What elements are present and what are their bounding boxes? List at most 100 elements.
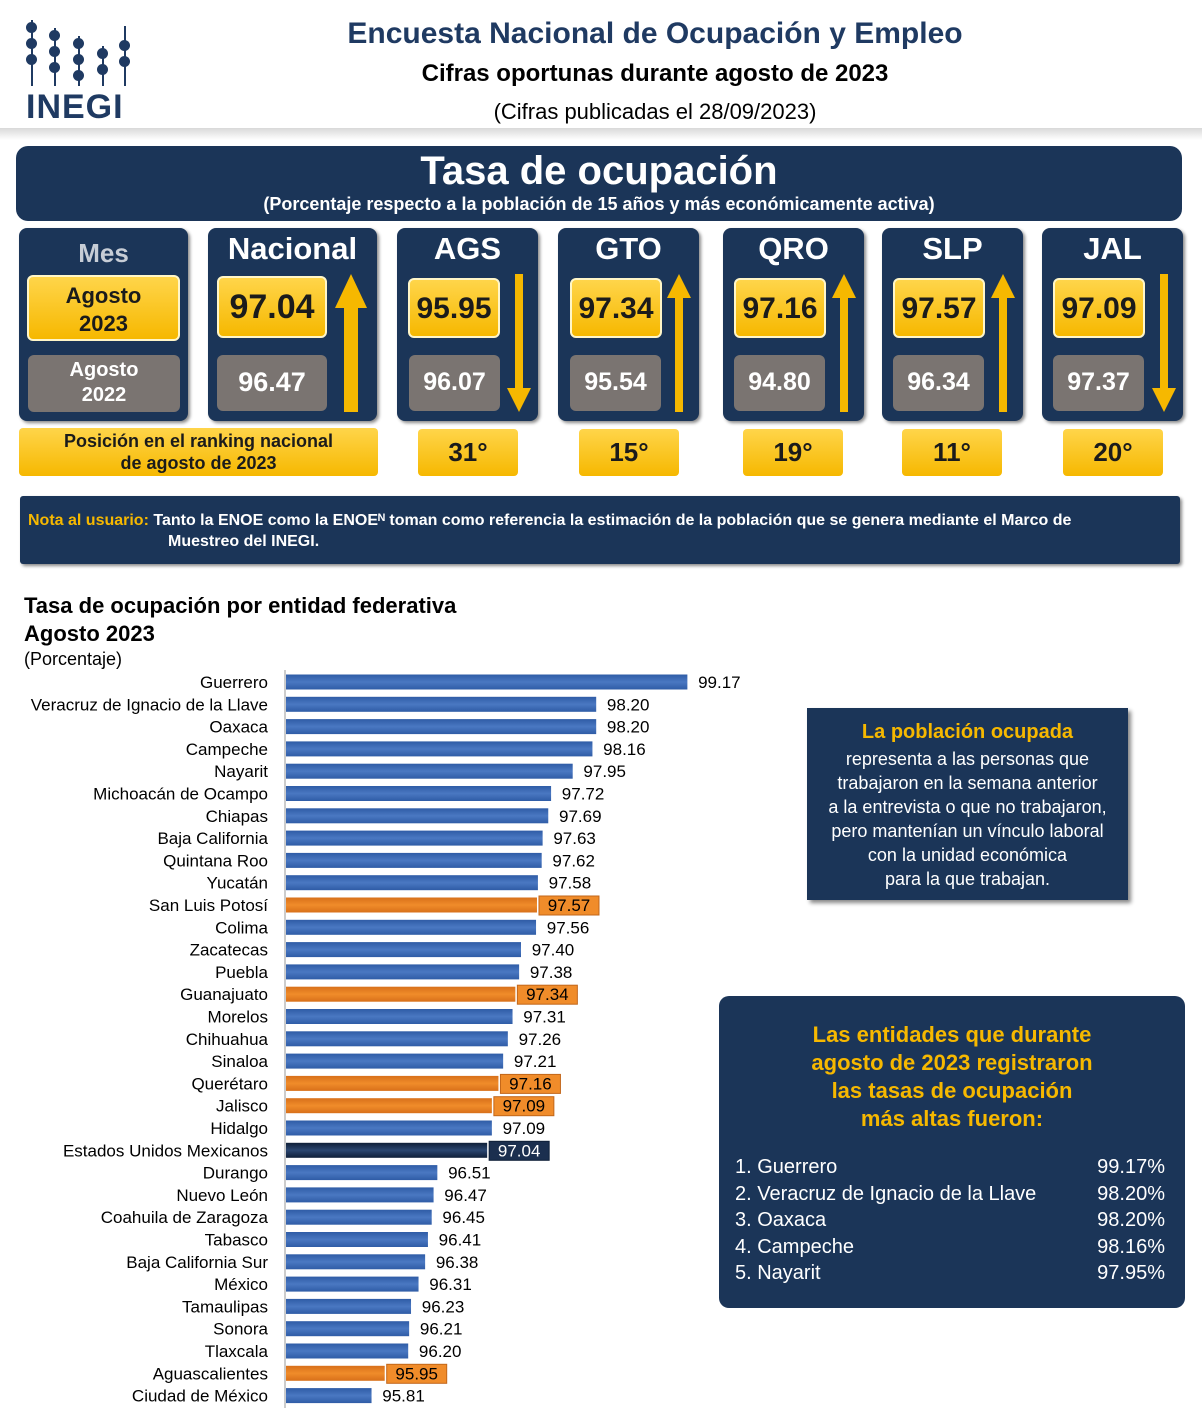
chart-title: Tasa de ocupación por entidad federativa — [24, 593, 457, 618]
bar — [286, 1365, 385, 1381]
value-label: 97.09 — [503, 1119, 546, 1138]
top-entity-value: 98.20% — [1097, 1209, 1165, 1231]
value-label: 97.56 — [547, 918, 590, 937]
bar — [286, 1343, 409, 1359]
ranking-label-line2: de agosto de 2023 — [120, 453, 277, 473]
card-ags-previous: 96.07 — [409, 355, 500, 411]
category-label: Yucatán — [207, 874, 268, 893]
value-label: 97.95 — [583, 762, 626, 781]
card-jal-title: JAL — [1083, 231, 1142, 266]
value-label-box — [516, 984, 578, 1005]
user-note-line1: Tanto la ENOE como la ENOEᴺ toman como r… — [153, 512, 1072, 529]
top-entities-box — [719, 996, 1185, 1308]
value-label: 98.16 — [603, 740, 646, 759]
value-label: 97.38 — [530, 963, 573, 982]
card-nacional-previous: 96.47 — [217, 355, 327, 411]
category-label: Quintana Roo — [163, 851, 268, 870]
card-ags-current: 95.95 — [408, 278, 500, 338]
bar — [286, 719, 597, 735]
value-label: 97.69 — [559, 807, 602, 826]
value-label: 97.16 — [509, 1074, 552, 1093]
value-label: 96.23 — [422, 1297, 465, 1316]
category-label: Sonora — [213, 1320, 268, 1339]
value-label-box — [499, 1073, 561, 1094]
user-note-text: Nota al usuario: Tanto la ENOE como la E… — [28, 510, 1178, 552]
up-arrow-icon — [335, 274, 367, 412]
info-box-line: con la unidad económica — [867, 845, 1068, 865]
banner-subtitle: (Porcentaje respecto a la población de 1… — [263, 194, 935, 214]
value-label: 97.40 — [532, 941, 575, 960]
category-label: Baja California — [157, 829, 268, 848]
up-arrow-icon — [991, 274, 1015, 412]
value-label-box — [488, 1140, 550, 1161]
bar — [286, 1187, 434, 1203]
bar — [286, 1388, 372, 1404]
publication-date: (Cifras publicadas el 28/09/2023) — [493, 99, 817, 124]
value-label: 97.57 — [548, 896, 591, 915]
banner — [16, 146, 1182, 221]
bar — [286, 786, 552, 801]
bar — [286, 1165, 438, 1181]
header — [0, 0, 1202, 132]
value-label: 97.26 — [519, 1030, 562, 1049]
bar — [286, 808, 549, 824]
value-label: 96.21 — [420, 1320, 463, 1339]
bar-chart: Guerrero 99.17 Veracruz de Ignacio de la L… — [31, 670, 741, 1408]
category-label: Zacatecas — [190, 941, 268, 960]
bar — [286, 1009, 513, 1024]
bar — [286, 674, 688, 690]
top-entity-name: 5. Nayarit — [735, 1262, 821, 1284]
previous-month: Agosto — [69, 359, 139, 381]
category-label: Jalisco — [216, 1097, 268, 1116]
category-label: Nayarit — [214, 762, 268, 781]
rank-ags: 31° — [418, 429, 518, 476]
top-entity-value: 99.17% — [1097, 1156, 1165, 1178]
down-arrow-icon — [507, 274, 531, 412]
up-arrow-icon — [832, 274, 856, 412]
top-entity-name: 3. Oaxaca — [735, 1209, 827, 1231]
value-label: 98.20 — [607, 695, 650, 714]
value-label: 96.31 — [429, 1275, 472, 1294]
top-entity-value: 98.16% — [1097, 1236, 1165, 1258]
info-box-line: pero mantenían un vínculo laboral — [831, 821, 1104, 841]
top-entity-name: 2. Veracruz de Ignacio de la Llave — [735, 1183, 1037, 1205]
category-label: Querétaro — [191, 1074, 268, 1093]
info-box-body: representa a las personas que trabajaron… — [807, 747, 1128, 891]
card-nacional-current: 97.04 — [217, 276, 327, 338]
rank-slp: 11° — [902, 429, 1002, 476]
card-qro-previous: 94.80 — [734, 355, 825, 411]
ranking-label: Posición en el ranking nacional de agost… — [19, 428, 378, 476]
value-label: 96.45 — [442, 1208, 485, 1227]
category-label: Nuevo León — [176, 1186, 268, 1205]
bar — [286, 830, 543, 846]
bar — [286, 964, 520, 980]
top-title-line: las tasas de ocupación — [831, 1078, 1073, 1103]
value-label-box — [538, 895, 600, 916]
bar — [286, 1276, 419, 1292]
category-label: Tabasco — [205, 1231, 268, 1250]
category-label: Baja California Sur — [126, 1253, 268, 1272]
page-subtitle: Cifras oportunas durante agosto de 2023 — [421, 60, 889, 87]
category-label: Tlaxcala — [205, 1342, 269, 1361]
top-entity-name: 4. Campeche — [735, 1236, 854, 1258]
category-label: Guerrero — [200, 673, 268, 692]
top-title-line: más altas fueron: — [860, 1106, 1044, 1131]
top-entity-value: 98.20% — [1097, 1183, 1165, 1205]
category-label: Hidalgo — [210, 1119, 268, 1138]
user-note-label: Nota al usuario: — [28, 512, 149, 529]
top-entity-row: 5. Nayarit 97.95% — [735, 1262, 1165, 1289]
category-label: Estados Unidos Mexicanos — [63, 1141, 268, 1160]
category-label: Aguascalientes — [153, 1364, 268, 1383]
bar — [286, 942, 521, 958]
card-qro-title: QRO — [758, 231, 829, 266]
bar — [286, 1232, 428, 1247]
category-label: Veracruz de Ignacio de la Llave — [31, 695, 268, 714]
bar — [286, 1031, 508, 1047]
value-label: 97.04 — [498, 1141, 541, 1160]
bar — [286, 919, 537, 935]
info-box-line: a la entrevista o que no trabajaron, — [828, 797, 1107, 817]
top-title-line: agosto de 2023 registraron — [811, 1050, 1093, 1075]
category-label: Chiapas — [206, 807, 268, 826]
rank-gto: 15° — [579, 429, 679, 476]
banner-title: Tasa de ocupación — [420, 149, 778, 193]
